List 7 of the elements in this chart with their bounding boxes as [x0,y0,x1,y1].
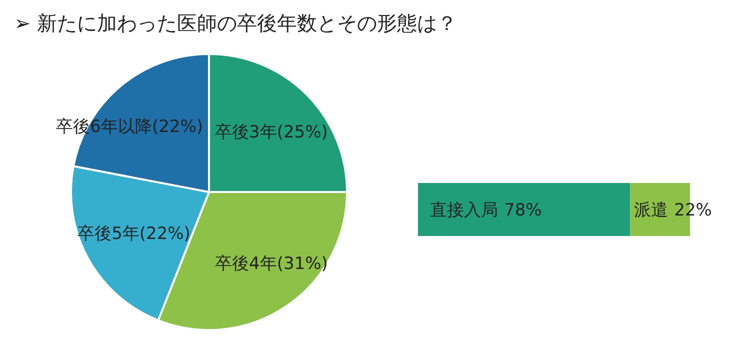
chart-title: ➢ 新たに加わった医師の卒後年数とその形態は？ [14,11,458,35]
slice-label: 卒後3年(25%) [215,122,328,142]
series-label: 直接入局 [430,200,498,220]
series-label: 派遣 [634,200,668,220]
slice-label: 卒後4年(31%) [215,254,328,274]
slice-label: 卒後6年以降(22%) [56,117,203,138]
value-label: 78% [504,200,542,220]
